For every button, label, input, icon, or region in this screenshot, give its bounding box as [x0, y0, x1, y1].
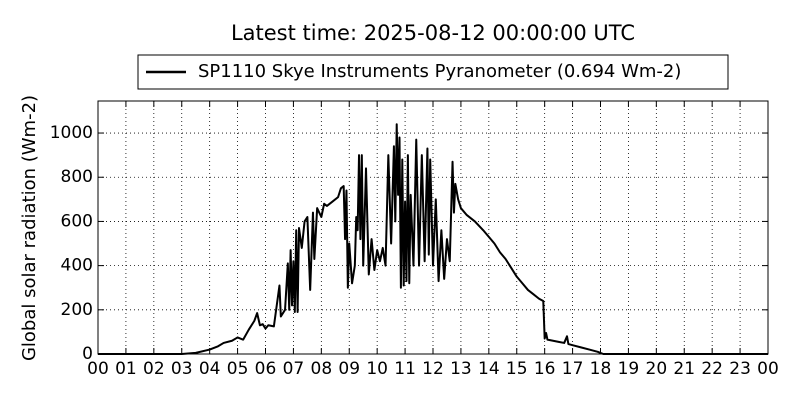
x-tick-label: 14: [478, 359, 500, 379]
x-tick-label: 05: [227, 359, 249, 379]
chart-title: Latest time: 2025-08-12 00:00:00 UTC: [231, 21, 635, 45]
x-tick-label: 22: [701, 359, 723, 379]
x-tick-label: 06: [255, 359, 277, 379]
legend-label: SP1110 Skye Instruments Pyranometer (0.6…: [198, 61, 681, 82]
data-line: [98, 123, 768, 355]
x-tick-label: 00: [87, 359, 109, 379]
x-tick-label: 16: [534, 359, 556, 379]
y-tick-label: 0: [82, 344, 93, 364]
x-tick-label: 03: [171, 359, 193, 379]
x-tick-label: 23: [729, 359, 751, 379]
y-axis-label: Global solar radiation (Wm-2): [19, 95, 40, 361]
legend-box: [137, 54, 729, 90]
x-tick-label: 11: [394, 359, 416, 379]
x-tick-label: 10: [366, 359, 388, 379]
y-tick-label: 800: [61, 167, 93, 187]
x-tick-label: 09: [338, 359, 360, 379]
x-tick-label: 19: [618, 359, 640, 379]
x-tick-label: 12: [422, 359, 444, 379]
x-tick-label: 08: [311, 359, 333, 379]
x-tick-label: 18: [590, 359, 612, 379]
plot-frame: [97, 100, 769, 355]
y-tick-label: 1000: [50, 123, 93, 143]
y-tick-label: 400: [61, 256, 93, 276]
y-tick-label: 200: [61, 300, 93, 320]
x-tick-label: 20: [646, 359, 668, 379]
x-tick-label: 15: [506, 359, 528, 379]
x-tick-label: 02: [143, 359, 165, 379]
x-tick-label: 17: [562, 359, 584, 379]
x-tick-label: 01: [115, 359, 137, 379]
y-tick-label: 600: [61, 211, 93, 231]
x-tick-label: 04: [199, 359, 221, 379]
x-tick-label: 07: [283, 359, 305, 379]
x-tick-label: 13: [450, 359, 472, 379]
x-tick-label: 21: [673, 359, 695, 379]
x-tick-label: 00: [757, 359, 779, 379]
